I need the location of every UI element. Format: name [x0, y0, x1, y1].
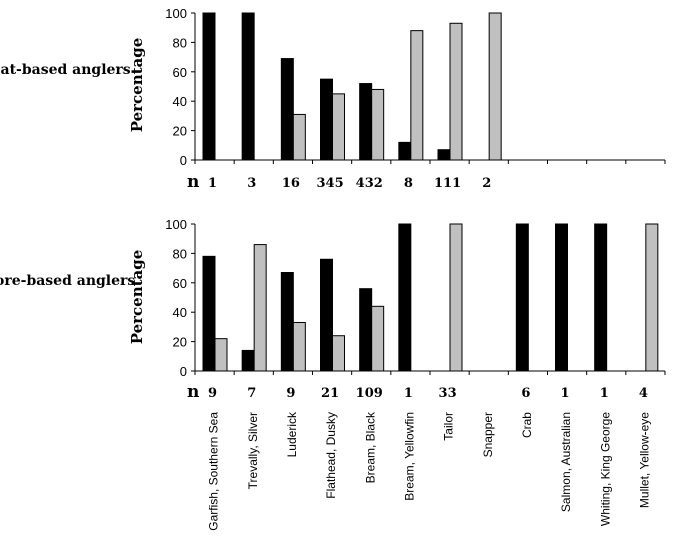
- x-category-label: Bream, Black: [363, 411, 377, 483]
- y-tick-label: 40: [173, 305, 187, 320]
- x-category-label: Crab: [520, 412, 534, 438]
- y-tick-label: 100: [165, 217, 187, 232]
- bar-dark-boat: [241, 12, 255, 161]
- y-axis-label-boat: Percentage: [128, 38, 146, 133]
- y-tick-label: 80: [173, 35, 187, 50]
- bar-grey-boat: [449, 22, 463, 161]
- n-value: 1: [600, 386, 609, 401]
- y-axis-label-shore: Percentage: [128, 250, 146, 345]
- n-value: 6: [521, 386, 530, 401]
- bar-dark-boat: [437, 149, 451, 161]
- bar-grey-shore: [371, 305, 385, 372]
- bar-dark-shore: [280, 272, 294, 372]
- bar-dark-shore: [241, 349, 255, 372]
- bar-grey-shore: [214, 338, 228, 372]
- n-value: 7: [247, 386, 256, 401]
- panel-title-boat: Boat-based anglers: [0, 62, 131, 78]
- bar-dark-boat: [359, 83, 373, 161]
- panel-shore: Shore-based anglers Percentage n 0 20 40 60…: [0, 217, 666, 531]
- n-value: 1: [404, 386, 413, 401]
- bar-grey-shore: [645, 223, 659, 372]
- n-value: 2: [482, 176, 491, 191]
- y-tick-label: 0: [180, 364, 187, 379]
- y-tick-label: 20: [173, 124, 187, 139]
- x-category-label: Luderick: [285, 411, 299, 457]
- y-tick-label: 0: [180, 153, 187, 168]
- bar-grey-boat: [410, 30, 424, 161]
- bar-dark-shore: [594, 223, 608, 372]
- n-value: 9: [208, 386, 217, 401]
- y-tick-label: 60: [173, 65, 187, 80]
- bar-grey-shore: [449, 223, 463, 372]
- bar-dark-boat: [202, 12, 216, 161]
- n-value: 4: [639, 386, 648, 401]
- bar-dark-shore: [202, 255, 216, 372]
- n-label-shore: n: [187, 382, 199, 402]
- bar-grey-shore: [292, 321, 306, 372]
- x-category-label: Bream, Yellowfin: [402, 412, 416, 501]
- n-value: 111: [434, 176, 461, 191]
- panel-title-shore: Shore-based anglers: [0, 273, 135, 289]
- bar-grey-boat: [488, 12, 502, 161]
- y-tick-label: 80: [173, 246, 187, 261]
- n-value: 345: [317, 176, 344, 191]
- n-value: 16: [282, 176, 300, 191]
- y-tick-label: 100: [165, 6, 187, 21]
- x-category-label: Garfish, Southern Sea: [207, 412, 221, 531]
- y-tick-label: 60: [173, 276, 187, 291]
- bar-dark-shore: [320, 258, 333, 372]
- n-value: 21: [321, 386, 339, 401]
- bar-dark-shore: [515, 223, 529, 372]
- n-value: 33: [439, 386, 457, 401]
- x-category-label: Flathead, Dusky: [324, 412, 338, 499]
- n-value: 8: [404, 176, 413, 191]
- n-value: 1: [561, 386, 570, 401]
- bar-dark-shore: [555, 223, 568, 372]
- bar-dark-shore: [398, 223, 412, 372]
- bar-dark-shore: [359, 288, 373, 372]
- y-tick-label: 40: [173, 94, 187, 109]
- x-category-label: Tailor: [442, 412, 456, 441]
- y-tick-label: 20: [173, 335, 187, 350]
- x-category-label: Whiting, King George: [598, 412, 612, 526]
- x-category-label: Trevally, Silver: [246, 412, 260, 489]
- n-value: 9: [286, 386, 295, 401]
- bar-grey-shore: [332, 335, 345, 372]
- panel-boat: Boat-based anglers Percentage n 0 20 40 60 8…: [0, 6, 666, 192]
- n-value: 3: [247, 176, 256, 191]
- bar-grey-boat: [292, 113, 306, 161]
- bar-dark-boat: [398, 141, 412, 161]
- bar-grey-boat: [371, 88, 385, 161]
- n-value: 109: [356, 386, 383, 401]
- x-category-label: Salmon, Australian: [559, 412, 573, 512]
- x-category-label: Snapper: [481, 412, 495, 457]
- n-label-boat: n: [187, 172, 199, 192]
- bar-dark-boat: [280, 58, 294, 161]
- bar-grey-boat: [332, 93, 345, 161]
- n-value: 1: [208, 176, 217, 191]
- x-category-label: Mullet, Yellow-eye: [637, 412, 651, 508]
- n-value: 432: [356, 176, 383, 191]
- bar-dark-boat: [320, 78, 333, 161]
- bar-grey-shore: [253, 244, 267, 372]
